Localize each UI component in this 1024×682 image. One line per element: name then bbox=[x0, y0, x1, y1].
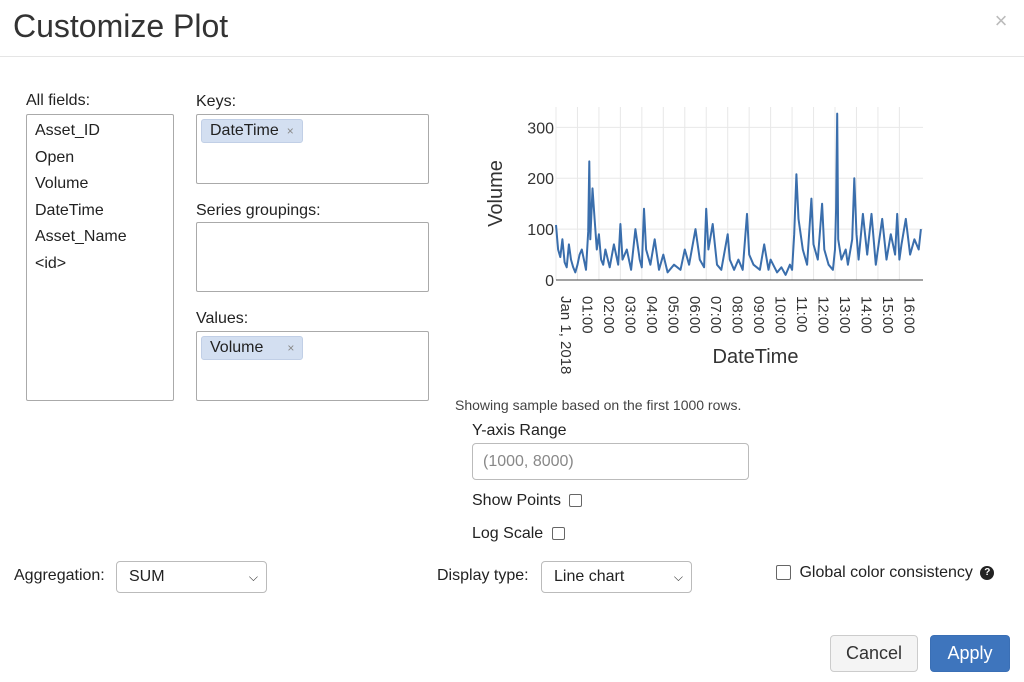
display-type-selected: Line chart bbox=[554, 568, 625, 585]
dialog-title: Customize Plot bbox=[13, 8, 229, 44]
y-axis-range-input[interactable] bbox=[472, 443, 749, 480]
field-item[interactable]: DateTime bbox=[35, 201, 104, 219]
key-tag-datetime: DateTime × bbox=[201, 119, 303, 143]
value-tag-volume: Volume × bbox=[201, 336, 304, 360]
aggregation-select[interactable]: SUM ⌵ bbox=[116, 561, 267, 593]
x-tick-label: 13:00 bbox=[836, 296, 853, 334]
chevron-down-icon: ⌵ bbox=[673, 570, 683, 584]
x-tick-label: 03:00 bbox=[621, 296, 638, 334]
x-tick-label: 16:00 bbox=[900, 296, 917, 334]
series-groupings-dropzone[interactable] bbox=[196, 222, 429, 292]
keys-dropzone[interactable]: DateTime × bbox=[196, 114, 429, 184]
global-color-row: Global color consistency ? bbox=[776, 564, 995, 582]
close-icon[interactable]: × bbox=[994, 8, 1008, 33]
all-fields-label: All fields: bbox=[26, 92, 91, 109]
aggregation-label: Aggregation: bbox=[14, 567, 105, 584]
x-tick-label: 11:00 bbox=[793, 296, 810, 332]
display-type-select[interactable]: Line chart ⌵ bbox=[541, 561, 692, 593]
log-scale-checkbox[interactable] bbox=[551, 527, 565, 541]
header-divider bbox=[0, 56, 1024, 57]
aggregation-selected: SUM bbox=[129, 568, 165, 585]
x-tick-label: 04:00 bbox=[643, 296, 660, 334]
field-item[interactable]: Asset_Name bbox=[35, 228, 127, 245]
global-color-label: Global color consistency bbox=[799, 564, 973, 581]
x-tick-label: 15:00 bbox=[879, 296, 896, 334]
values-dropzone[interactable]: Volume × bbox=[196, 331, 429, 401]
help-icon[interactable]: ? bbox=[980, 565, 995, 580]
x-tick-label: 01:00 bbox=[578, 296, 595, 334]
x-axis-label: DateTime bbox=[713, 346, 799, 368]
x-tick-label: 05:00 bbox=[664, 296, 681, 334]
chart-sample-note: Showing sample based on the first 1000 r… bbox=[455, 397, 742, 413]
keys-label: Keys: bbox=[196, 93, 237, 110]
x-tick-label: 10:00 bbox=[772, 296, 789, 334]
display-type-label: Display type: bbox=[437, 567, 529, 584]
remove-tag-icon[interactable]: × bbox=[286, 124, 294, 138]
key-tag-label: DateTime bbox=[210, 122, 279, 139]
x-tick-label: Jan 1, 2018 bbox=[557, 296, 574, 374]
global-color-checkbox[interactable] bbox=[776, 565, 791, 581]
y-tick-label: 200 bbox=[527, 171, 554, 188]
y-axis-label: Volume bbox=[485, 160, 507, 227]
series-line bbox=[555, 112, 922, 276]
field-item[interactable]: Volume bbox=[35, 175, 89, 192]
x-tick-label: 02:00 bbox=[600, 296, 617, 334]
log-scale-label: Log Scale bbox=[472, 525, 544, 542]
x-tick-label: 08:00 bbox=[729, 296, 746, 334]
x-tick-label: 12:00 bbox=[815, 296, 832, 334]
all-fields-list[interactable]: Asset_ID Open Volume DateTime Asset_Name… bbox=[26, 114, 174, 401]
show-points-label: Show Points bbox=[472, 492, 561, 509]
log-scale-row: Log Scale bbox=[472, 525, 565, 543]
y-tick-label: 0 bbox=[545, 273, 554, 290]
y-axis-range-label: Y-axis Range bbox=[472, 422, 567, 439]
field-item[interactable]: Asset_ID bbox=[35, 122, 100, 139]
series-groupings-label: Series groupings: bbox=[196, 202, 321, 219]
y-tick-label: 300 bbox=[527, 120, 554, 137]
x-tick-label: 07:00 bbox=[707, 296, 724, 334]
field-item[interactable]: Open bbox=[35, 148, 75, 166]
x-tick-label: 14:00 bbox=[857, 296, 874, 334]
values-label: Values: bbox=[196, 310, 249, 327]
cancel-button[interactable]: Cancel bbox=[830, 635, 918, 672]
apply-button[interactable]: Apply bbox=[930, 635, 1010, 672]
value-tag-label: Volume bbox=[210, 339, 264, 356]
show-points-row: Show Points bbox=[472, 492, 583, 510]
field-item[interactable]: <id> bbox=[35, 254, 67, 272]
x-tick-label: 06:00 bbox=[686, 296, 703, 334]
volume-line-chart: 0 100 200 300 Jan 1, 2018 01:00 02:00 03:00 04:… bbox=[485, 107, 923, 374]
chevron-down-icon: ⌵ bbox=[248, 570, 258, 584]
remove-tag-icon[interactable]: × bbox=[287, 341, 295, 355]
y-tick-label: 100 bbox=[527, 222, 554, 239]
show-points-checkbox[interactable] bbox=[569, 494, 583, 508]
x-tick-label: 09:00 bbox=[750, 296, 767, 334]
